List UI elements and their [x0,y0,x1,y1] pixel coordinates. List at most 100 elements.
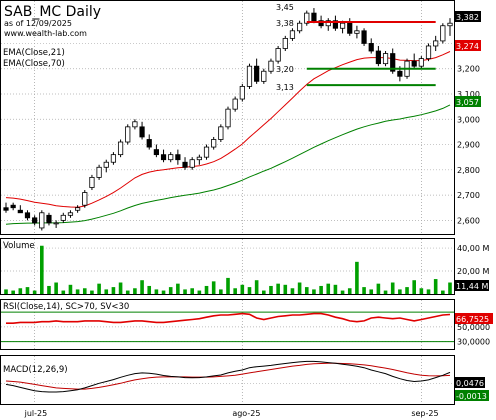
volume-bar [118,282,123,294]
candle-body [347,22,353,34]
x-tick-label: ago-25 [232,409,260,418]
volume-bar [47,285,51,294]
volume-bar [262,290,266,294]
volume-bar [190,288,194,294]
candle-body [189,159,195,168]
svg-text:-0,0013: -0,0013 [456,392,487,401]
macd-last-tag: 0,0476 [455,377,485,388]
volume-tick-label: 20,00 M [457,267,489,276]
volume-bar [140,280,144,294]
volume-bar [319,285,323,294]
candle-body [168,154,174,161]
candle-body [289,30,296,39]
candle-body [82,192,88,206]
legend-ema21: EMA(Close,21) [3,48,65,58]
volume-bar [347,288,352,294]
price-tick-label: 2,800 [457,166,480,175]
candle-body [182,161,188,168]
candle-body [397,70,403,77]
svg-text:0,0476: 0,0476 [456,379,484,388]
chart-date: as of 12/09/2025 [4,19,72,28]
rsi-series [1,311,454,343]
volume-bar [412,280,416,294]
volume-bar [219,289,223,294]
volume-bars [4,245,452,294]
x-tick-label: sep-25 [411,409,438,418]
volume-bar [25,287,30,294]
svg-text:66,7525: 66,7525 [456,315,489,324]
volume-bar [326,283,331,294]
candle-body [339,22,346,29]
volume-bar [369,289,374,294]
candle-body [218,126,224,140]
volume-bar [297,282,302,294]
volume-bar [183,289,187,294]
candle-body [332,20,339,29]
macd-hist-tag: -0,0013 [455,390,489,401]
volume-bar [54,282,58,294]
volume-title: Volume [3,241,35,251]
volume-bar [340,290,345,294]
macd-panel [0,355,455,405]
price-tick-label: 3,100 [457,90,480,99]
volume-bar [240,284,245,294]
volume-bar [133,288,137,294]
level-lines [306,20,436,87]
candle-body [96,166,102,178]
volume-bar [290,288,295,294]
volume-bar [176,283,180,294]
candle-body [297,22,303,32]
ema21-tag: 3,274 [455,40,481,51]
level-label-313: 3,13 [276,83,294,92]
svg-text:3,382: 3,382 [456,13,479,22]
volume-tick-label: 40,00 M [457,244,489,253]
volume-bar [233,288,237,294]
volume-bar [419,288,424,294]
ema70-tag: 3,057 [455,96,481,107]
macd-title: MACD(12,26,9) [3,365,68,375]
macd-series [5,360,451,393]
volume-bar [147,285,152,294]
volume-bar [276,283,280,294]
candle-body [304,12,310,24]
rsi-title: RSI(Close,14), SC>70, SV<30 [3,302,129,312]
volume-last-tag: 11,44 M [455,280,489,291]
candle-body [132,121,138,128]
level-label-338: 3,38 [276,19,294,28]
candle-body [418,58,424,67]
candle-body [89,176,95,188]
candle-body [232,98,238,110]
candle-body [125,126,131,143]
price-tick-label: 3,200 [457,65,480,74]
candle-body [46,214,52,224]
volume-bar [40,245,44,294]
candle-body [390,53,396,72]
price-tick-label: 2,600 [457,216,480,225]
price-series [3,8,453,231]
candle-body [382,53,389,65]
rsi-line [6,312,451,324]
volume-bar [269,285,273,294]
candle-body [275,48,281,62]
candle-body [361,30,367,44]
candle-body [53,222,59,225]
candle-body [110,154,117,163]
volume-bar [390,282,395,294]
candle-body [196,156,202,161]
candle-body [3,207,9,211]
volume-bar [355,261,359,294]
volume-bar [111,287,116,294]
candle-body [39,212,45,229]
macd-line [5,360,451,393]
volume-bar [68,284,73,294]
candle-body [67,212,74,216]
volume-bar [125,290,130,294]
volume-bar [61,290,66,294]
candle-body [24,212,31,219]
candle-body [139,126,145,138]
price-tick-label: 2,900 [457,141,480,150]
volume-bar [75,289,80,294]
volume-bar [383,290,388,294]
svg-text:3,274: 3,274 [456,42,479,51]
volume-bar [168,287,173,294]
